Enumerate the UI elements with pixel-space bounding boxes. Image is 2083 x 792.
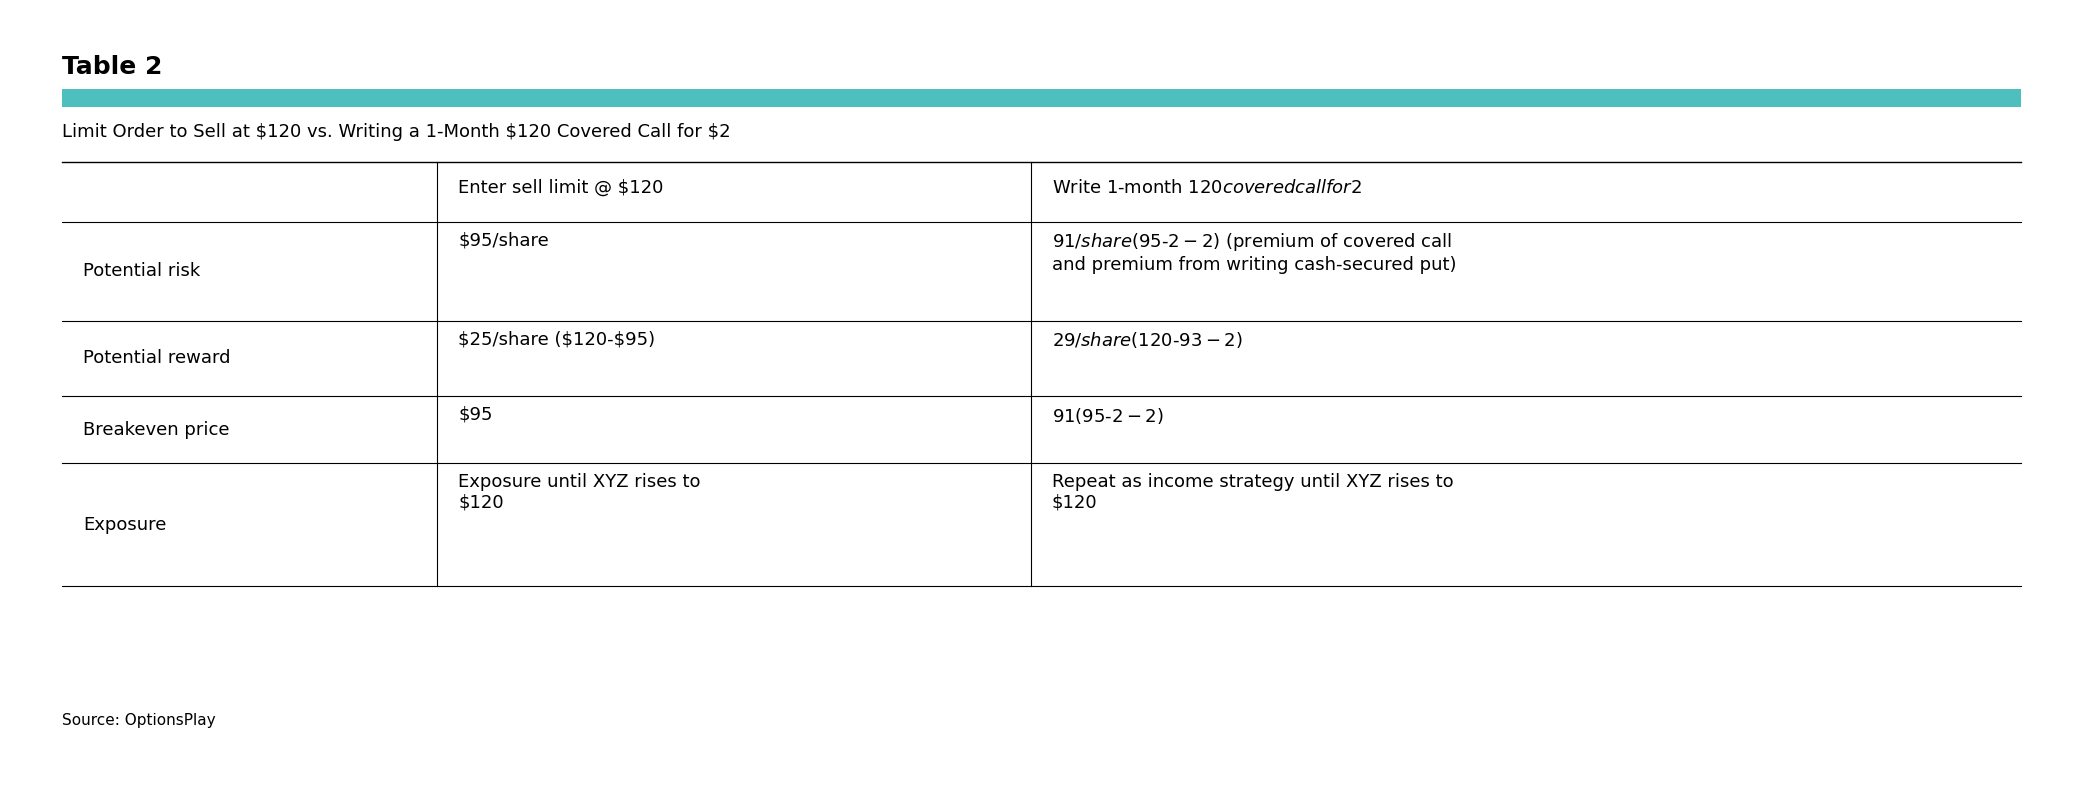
Text: Write 1-month $120 covered call for $2: Write 1-month $120 covered call for $2: [1052, 179, 1362, 197]
Text: Table 2: Table 2: [62, 55, 162, 79]
Text: Exposure: Exposure: [83, 516, 167, 534]
Text: Potential risk: Potential risk: [83, 262, 200, 280]
Text: Enter sell limit @ $120: Enter sell limit @ $120: [458, 179, 664, 197]
Text: Potential reward: Potential reward: [83, 349, 231, 367]
Text: Exposure until XYZ rises to
$120: Exposure until XYZ rises to $120: [458, 473, 700, 512]
Text: $25/share ($120-$95): $25/share ($120-$95): [458, 330, 656, 348]
Text: $95: $95: [458, 406, 494, 424]
Text: Source: OptionsPlay: Source: OptionsPlay: [62, 713, 217, 728]
Text: Limit Order to Sell at $120 vs. Writing a 1-Month $120 Covered Call for $2: Limit Order to Sell at $120 vs. Writing …: [62, 123, 731, 141]
Text: $95/share: $95/share: [458, 231, 550, 249]
Text: $91/share ($95-$2-$2) (premium of covered call
and premium from writing cash-sec: $91/share ($95-$2-$2) (premium of covere…: [1052, 231, 1456, 274]
Text: Breakeven price: Breakeven price: [83, 421, 229, 439]
Text: $91 ($95-$2-$2): $91 ($95-$2-$2): [1052, 406, 1164, 425]
Text: $29/share ($120-$93-$2): $29/share ($120-$93-$2): [1052, 330, 1244, 350]
Text: Repeat as income strategy until XYZ rises to
$120: Repeat as income strategy until XYZ rise…: [1052, 473, 1454, 512]
